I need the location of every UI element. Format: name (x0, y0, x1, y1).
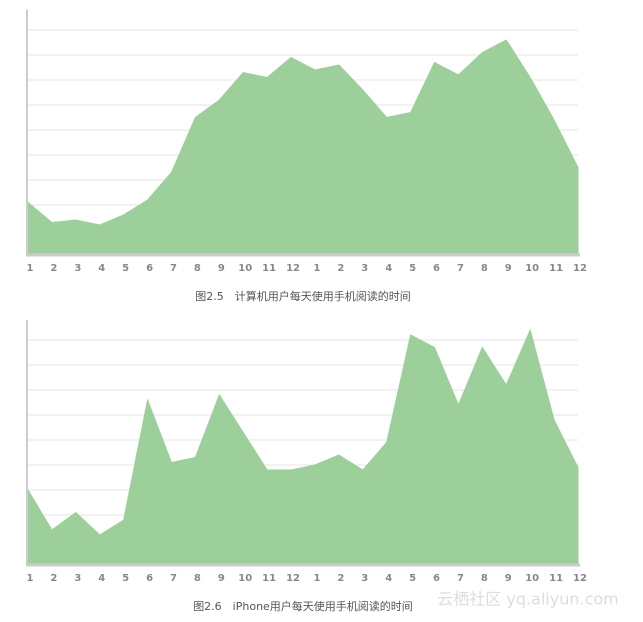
x-tick-label: 6 (146, 263, 153, 274)
x-tick-label: 9 (218, 263, 225, 274)
x-tick-label: 3 (74, 263, 81, 274)
x-tick-label: 12 (573, 263, 587, 274)
x-tick-label: 11 (549, 263, 563, 274)
x-tick-label: 4 (385, 573, 392, 584)
x-tick-label: 2 (337, 263, 344, 274)
x-tick-label: 3 (361, 573, 368, 584)
x-tick-label: 4 (98, 263, 105, 274)
area (27, 328, 579, 566)
x-tick-label: 4 (98, 573, 105, 584)
x-tick-label: 11 (549, 573, 563, 584)
x-tick-label: 8 (194, 573, 201, 584)
x-tick-label: 3 (74, 573, 81, 584)
x-tick-label: 5 (122, 573, 129, 584)
x-tick-label: 2 (337, 573, 344, 584)
x-tick-label: 5 (122, 263, 129, 274)
x-tick-label: 11 (262, 263, 276, 274)
x-tick-label: 5 (409, 573, 416, 584)
caption: 图2.6 iPhone用户每天使用手机阅读的时间 (193, 599, 413, 613)
x-tick-label: 9 (218, 573, 225, 584)
x-tick-label: 6 (433, 263, 440, 274)
x-tick-label: 6 (146, 573, 153, 584)
x-tick-label: 12 (286, 263, 300, 274)
x-tick-label: 9 (505, 573, 512, 584)
x-tick-label: 5 (409, 263, 416, 274)
x-tick-label: 12 (573, 573, 587, 584)
x-tick-label: 12 (286, 573, 300, 584)
x-tick-label: 7 (170, 573, 177, 584)
x-tick-label: 1 (313, 263, 320, 274)
x-tick-label: 10 (238, 263, 252, 274)
x-tick-label: 8 (481, 263, 488, 274)
x-tick-label: 11 (262, 573, 276, 584)
x-tick-label: 10 (525, 573, 539, 584)
x-tick-label: 7 (457, 263, 464, 274)
x-tick-label: 1 (27, 573, 34, 584)
x-tick-label: 8 (481, 573, 488, 584)
area (27, 39, 579, 256)
x-tick-label: 7 (457, 573, 464, 584)
x-tick-label: 8 (194, 263, 201, 274)
x-tick-label: 10 (525, 263, 539, 274)
x-tick-label: 9 (505, 263, 512, 274)
watermark: 云栖社区 yq.aliyun.com (437, 590, 619, 609)
x-tick-label: 2 (50, 263, 57, 274)
x-tick-label: 3 (361, 263, 368, 274)
x-tick-label: 2 (50, 573, 57, 584)
x-tick-label: 10 (238, 573, 252, 584)
x-tick-label: 4 (385, 263, 392, 274)
x-tick-label: 7 (170, 263, 177, 274)
x-tick-label: 1 (313, 573, 320, 584)
x-tick-label: 1 (27, 263, 34, 274)
caption: 图2.5 计算机用户每天使用手机阅读的时间 (195, 289, 411, 303)
x-tick-label: 6 (433, 573, 440, 584)
